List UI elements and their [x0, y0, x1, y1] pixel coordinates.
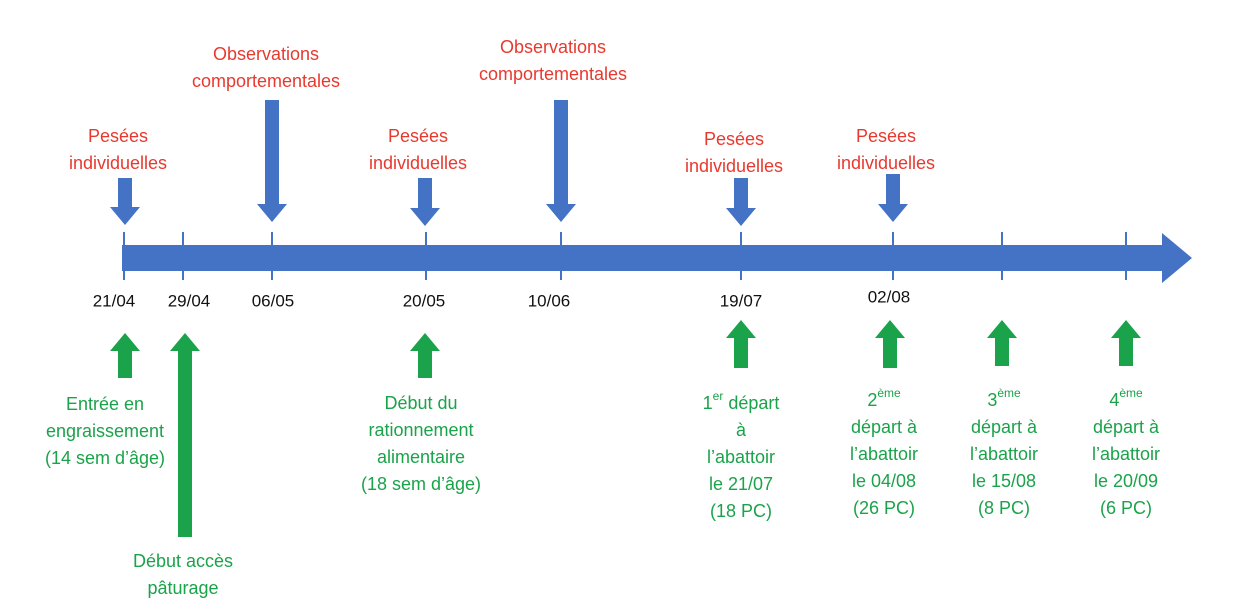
label-text: 4 — [1109, 390, 1119, 410]
event-label: le 15/08 — [972, 471, 1036, 491]
event-label: départ à — [1093, 417, 1160, 437]
event-label: 3ème — [987, 386, 1021, 410]
superscript: ème — [997, 386, 1021, 400]
date-label: 29/04 — [168, 291, 211, 310]
date-label: 20/05 — [403, 291, 446, 310]
event-label: (6 PC) — [1100, 498, 1152, 518]
event-label: 2ème — [867, 386, 901, 410]
event-label: Pesées — [388, 126, 448, 146]
label-text: l’abattoir — [850, 444, 918, 464]
event-label: départ à — [851, 417, 918, 437]
label-text: 2 — [867, 390, 877, 410]
event-label: (14 sem d’âge) — [45, 448, 165, 468]
label-text: le 15/08 — [972, 471, 1036, 491]
down-arrow — [546, 100, 576, 222]
event-label: comportementales — [479, 64, 627, 84]
label-text: 1 — [703, 393, 713, 413]
date-label: 21/04 — [93, 291, 136, 310]
label-text: (8 PC) — [978, 498, 1030, 518]
label-text: pâturage — [147, 578, 218, 598]
event-label: pâturage — [147, 578, 218, 598]
label-text: à — [736, 420, 747, 440]
event-label: comportementales — [192, 71, 340, 91]
event-label: individuelles — [837, 153, 935, 173]
superscript: er — [713, 389, 724, 403]
event-label: l’abattoir — [1092, 444, 1160, 464]
event-label: départ à — [971, 417, 1038, 437]
label-text: 3 — [987, 390, 997, 410]
event-label: (18 PC) — [710, 501, 772, 521]
superscript: ème — [877, 386, 901, 400]
label-text: départ à — [851, 417, 918, 437]
down-arrow — [257, 100, 287, 222]
event-label: individuelles — [69, 153, 167, 173]
event-label: Observations — [213, 44, 319, 64]
event-label: le 21/07 — [709, 474, 773, 494]
down-arrow — [110, 178, 140, 225]
event-label: Début du — [384, 393, 457, 413]
up-arrow — [987, 320, 1017, 366]
label-text: Début du — [384, 393, 457, 413]
label-text: (18 PC) — [710, 501, 772, 521]
label-text: (18 sem d’âge) — [361, 474, 481, 494]
label-text: (6 PC) — [1100, 498, 1152, 518]
event-label: Début accès — [133, 551, 233, 571]
superscript: ème — [1119, 386, 1143, 400]
label-text: engraissement — [46, 421, 164, 441]
label-text: l’abattoir — [970, 444, 1038, 464]
up-arrow — [726, 320, 756, 368]
event-label: l’abattoir — [970, 444, 1038, 464]
up-arrow — [170, 333, 200, 537]
label-text: départ à — [971, 417, 1038, 437]
event-label: l’abattoir — [707, 447, 775, 467]
event-label: Pesées — [88, 126, 148, 146]
label-text: le 21/07 — [709, 474, 773, 494]
timeline-arrow — [122, 233, 1192, 283]
event-label: Pesées — [704, 129, 764, 149]
event-label: l’abattoir — [850, 444, 918, 464]
up-arrow — [410, 333, 440, 378]
date-label: 02/08 — [868, 287, 911, 306]
down-arrow — [410, 178, 440, 226]
up-arrow — [1111, 320, 1141, 366]
event-label: 4ème — [1109, 386, 1143, 410]
up-arrow — [875, 320, 905, 368]
label-text: alimentaire — [377, 447, 465, 467]
event-label: Entrée en — [66, 394, 144, 414]
date-label: 10/06 — [528, 291, 571, 310]
label-text: Entrée en — [66, 394, 144, 414]
label-text: l’abattoir — [707, 447, 775, 467]
up-arrow — [110, 333, 140, 378]
label-text: départ — [723, 393, 779, 413]
event-label: rationnement — [368, 420, 473, 440]
label-text: l’abattoir — [1092, 444, 1160, 464]
event-label: individuelles — [369, 153, 467, 173]
label-text: Début accès — [133, 551, 233, 571]
event-label: Observations — [500, 37, 606, 57]
event-label: 1er départ — [703, 389, 780, 413]
event-label: (18 sem d’âge) — [361, 474, 481, 494]
event-label: (26 PC) — [853, 498, 915, 518]
event-label: le 04/08 — [852, 471, 916, 491]
event-label: le 20/09 — [1094, 471, 1158, 491]
event-label: engraissement — [46, 421, 164, 441]
date-label: 19/07 — [720, 291, 763, 310]
date-label: 06/05 — [252, 291, 295, 310]
label-text: départ à — [1093, 417, 1160, 437]
event-label: individuelles — [685, 156, 783, 176]
label-text: (26 PC) — [853, 498, 915, 518]
label-text: le 04/08 — [852, 471, 916, 491]
down-arrow — [726, 178, 756, 226]
down-arrow — [878, 174, 908, 222]
event-label: (8 PC) — [978, 498, 1030, 518]
label-text: rationnement — [368, 420, 473, 440]
event-label: à — [736, 420, 747, 440]
label-text: le 20/09 — [1094, 471, 1158, 491]
event-label: Pesées — [856, 126, 916, 146]
event-label: alimentaire — [377, 447, 465, 467]
label-text: (14 sem d’âge) — [45, 448, 165, 468]
